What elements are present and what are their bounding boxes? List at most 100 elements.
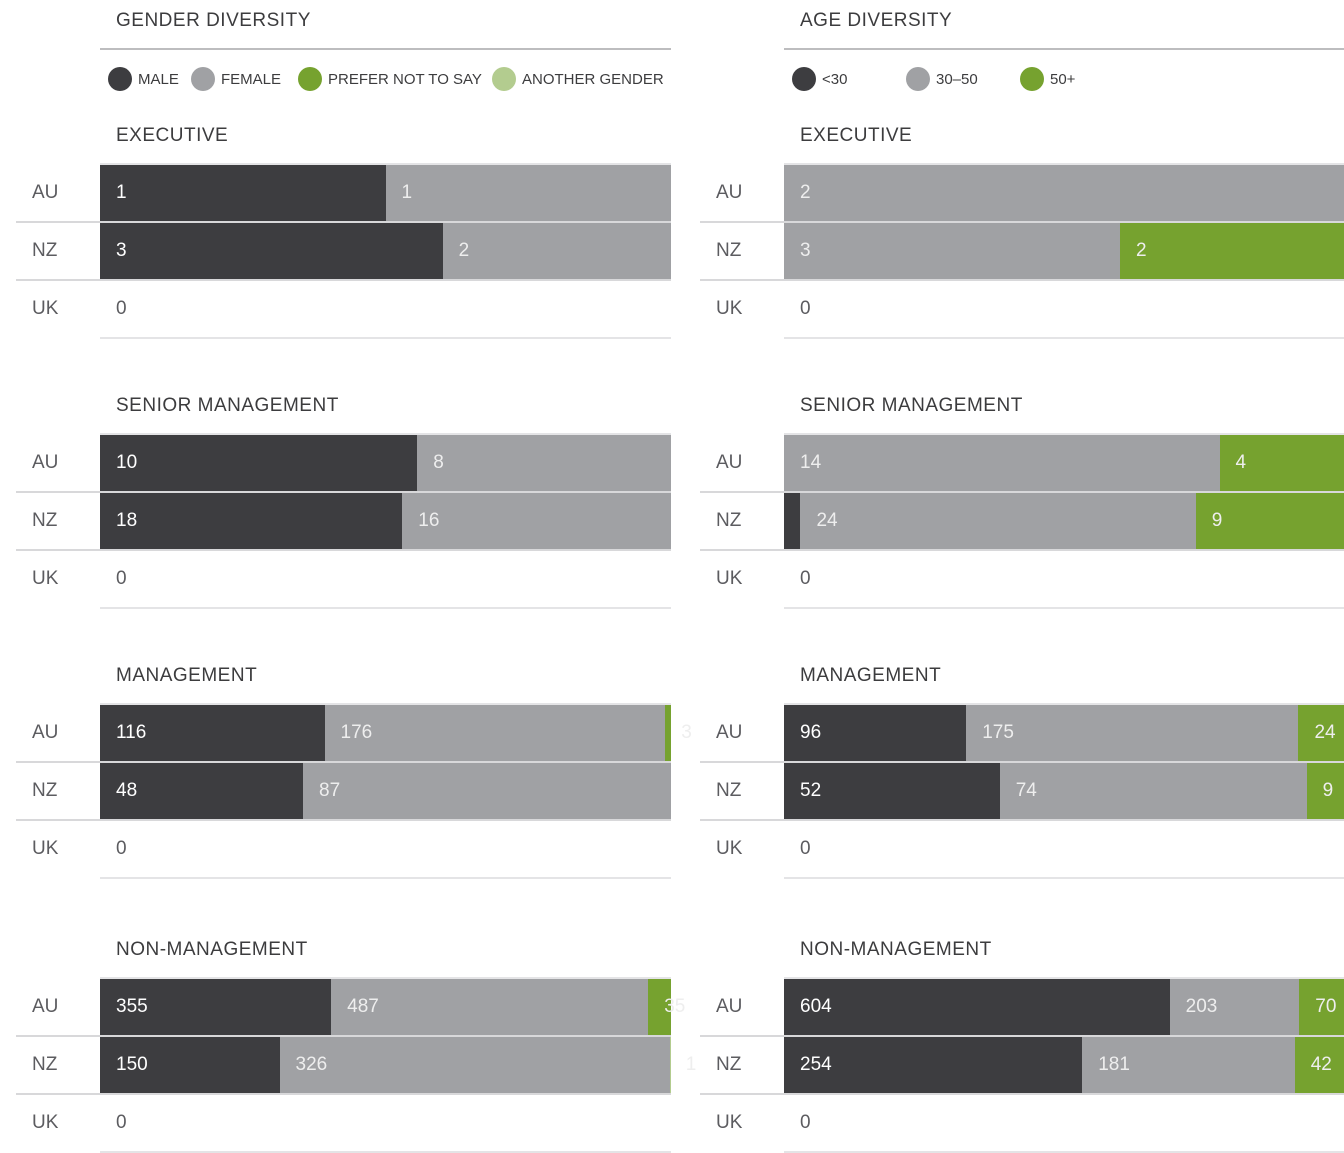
bar-segment: 70 xyxy=(1299,979,1344,1035)
row-divider xyxy=(700,819,1344,821)
data-label: 96 xyxy=(800,722,822,743)
panel-title-rule xyxy=(100,48,671,50)
row-divider xyxy=(16,1035,671,1037)
bar-row: 0 xyxy=(100,551,671,607)
data-label: 2 xyxy=(458,240,470,261)
legend-swatch-icon xyxy=(906,67,930,91)
data-label: 24 xyxy=(1314,722,1336,743)
data-label: 604 xyxy=(800,996,832,1017)
data-label: 2 xyxy=(1136,240,1147,261)
legend-swatch-icon xyxy=(492,67,516,91)
bar-row: 48 87 xyxy=(100,763,671,819)
region-label: AU xyxy=(716,452,743,473)
bar-segment: 1 xyxy=(669,1037,696,1093)
bar-segment: 35 xyxy=(648,979,685,1035)
legend-item: 50+ xyxy=(1020,67,1075,91)
region-label: NZ xyxy=(32,780,58,801)
data-label: 254 xyxy=(800,1054,832,1075)
row-divider xyxy=(700,221,1344,223)
bar-segment: 74 xyxy=(999,763,1307,819)
bar-segment: 24 xyxy=(1298,705,1344,761)
row-divider xyxy=(100,703,671,705)
region-label: UK xyxy=(32,568,59,589)
row-divider xyxy=(700,1093,1344,1095)
bar-segment: 1 xyxy=(100,165,386,221)
region-label: NZ xyxy=(716,240,742,261)
bar-segment: 9 xyxy=(1306,763,1344,819)
bar-segment: 4 xyxy=(1219,435,1344,491)
legend-swatch-icon xyxy=(108,67,132,91)
bar-segment: 24 xyxy=(800,493,1196,549)
data-label: 14 xyxy=(800,452,822,473)
row-divider xyxy=(100,607,671,609)
section-title: EXECUTIVE xyxy=(116,125,229,146)
bar-segment: 1 xyxy=(385,165,671,221)
bar-row: 0 xyxy=(100,1095,671,1151)
legend-swatch-icon xyxy=(191,67,215,91)
data-label: 42 xyxy=(1310,1054,1332,1075)
data-label: 87 xyxy=(319,780,341,801)
data-label: 0 xyxy=(116,568,127,589)
bar-segment: 175 xyxy=(966,705,1299,761)
region-label: UK xyxy=(716,568,743,589)
bar-segment: 48 xyxy=(100,763,304,819)
bar-row: 150 326 1 xyxy=(100,1037,696,1093)
bar-row: 604 203 70 xyxy=(784,979,1344,1035)
region-label: NZ xyxy=(32,510,58,531)
bar-segment: 2 xyxy=(784,165,1344,221)
row-divider xyxy=(16,279,671,281)
section-title: EXECUTIVE xyxy=(800,125,913,146)
legend-item: <30 xyxy=(792,67,847,91)
data-label: 326 xyxy=(295,1054,328,1075)
row-divider xyxy=(100,163,671,165)
bar-row: 0 xyxy=(100,821,671,877)
region-label: UK xyxy=(32,298,59,319)
data-label: 203 xyxy=(1185,996,1218,1017)
region-label: UK xyxy=(716,838,743,859)
data-label: 181 xyxy=(1098,1054,1130,1075)
data-label: 0 xyxy=(800,838,811,859)
row-divider xyxy=(16,761,671,763)
bar-row: 254 181 42 xyxy=(784,1037,1344,1093)
bar-segment: 18 xyxy=(100,493,403,549)
bar-segment: 604 xyxy=(784,979,1170,1035)
data-label: 9 xyxy=(1211,510,1223,531)
section-title: NON-MANAGEMENT xyxy=(800,939,992,960)
legend-item: FEMALE xyxy=(191,67,281,91)
data-label: 116 xyxy=(116,722,147,743)
row-divider xyxy=(784,337,1344,339)
data-label: 3 xyxy=(681,722,692,743)
row-divider xyxy=(700,491,1344,493)
region-label: NZ xyxy=(716,1054,742,1075)
bar-row: 18 16 xyxy=(100,493,671,549)
legend-label: PREFER NOT TO SAY xyxy=(328,70,482,88)
bar-row: 52 74 9 xyxy=(784,763,1344,819)
section-title: SENIOR MANAGEMENT xyxy=(800,395,1023,416)
row-divider xyxy=(100,977,671,979)
bar-segment: 14 xyxy=(784,435,1220,491)
legend-label: <30 xyxy=(822,70,848,88)
data-label: 18 xyxy=(116,510,138,531)
row-divider xyxy=(784,607,1344,609)
bar-row: 0 xyxy=(784,551,1344,607)
section-title: NON-MANAGEMENT xyxy=(116,939,308,960)
region-label: NZ xyxy=(32,240,58,261)
row-divider xyxy=(784,977,1344,979)
data-label: 4 xyxy=(1235,452,1247,473)
region-label: UK xyxy=(32,838,59,859)
bar-segment: 203 xyxy=(1169,979,1300,1035)
data-label: 1 xyxy=(685,1054,697,1075)
row-divider xyxy=(16,491,671,493)
legend-label: FEMALE xyxy=(221,70,282,88)
row-divider xyxy=(784,433,1344,435)
bar-row: 355 487 35 xyxy=(100,979,685,1035)
region-label: AU xyxy=(716,996,743,1017)
bar-segment: 3 xyxy=(784,223,1120,279)
legend-swatch-icon xyxy=(298,67,322,91)
bar-segment: 2 xyxy=(442,223,671,279)
region-label: UK xyxy=(716,298,743,319)
data-label: 8 xyxy=(433,452,444,473)
region-label: AU xyxy=(716,182,743,203)
bar-row: 2 xyxy=(784,165,1344,221)
